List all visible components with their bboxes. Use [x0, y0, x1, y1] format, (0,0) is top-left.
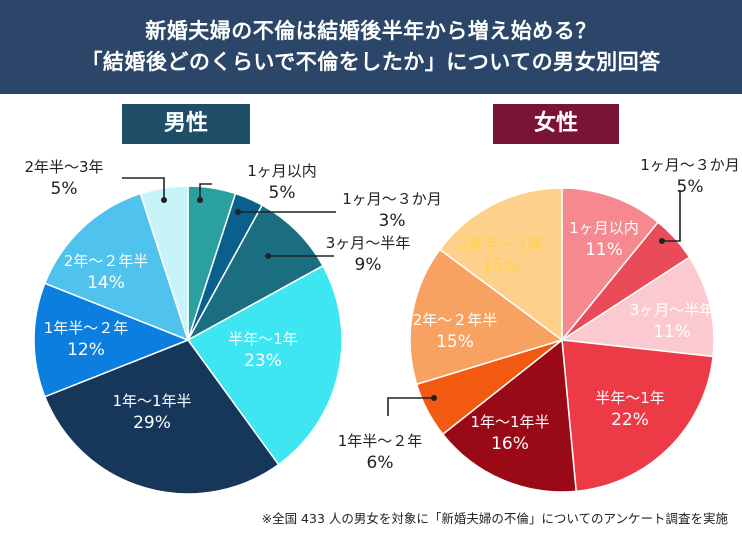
slice-value: 22% — [611, 410, 649, 430]
slice-label: 1年～1年半 — [112, 392, 191, 410]
pie-slice — [438, 187, 563, 342]
slice-label: 半年～1年 — [228, 330, 298, 348]
slice-value: 9% — [355, 255, 382, 275]
male-pie: 1ヶ月以内 5% 1ヶ月～３か月 3% 3ヶ月～半年 9% 半年～1年 23% 1年～1年半 29… — [24, 158, 442, 495]
leader-dot — [265, 253, 271, 259]
slice-value: 11% — [585, 240, 623, 260]
footnote: ※全国 433 人の男女を対象に「新婚夫婦の不倫」についてのアンケート調査を実施 — [261, 511, 728, 526]
slice-value: 23% — [244, 351, 282, 371]
slice-label: 2年～２年半 — [64, 252, 149, 270]
pie-slice — [186, 264, 343, 466]
slice-label: 2年半～３年 — [459, 235, 544, 253]
slice-label: 3ヶ月～半年 — [630, 301, 715, 319]
leader-line — [199, 183, 212, 200]
slice-label: 2年半～3年 — [24, 158, 103, 176]
slice-value: 5% — [269, 183, 296, 203]
slice-label: 1ヶ月以内 — [247, 162, 317, 180]
male-chart-title: 男性 — [122, 104, 250, 144]
slice-value: 16% — [491, 434, 529, 454]
leader-dot — [659, 238, 665, 244]
leader-dot — [161, 197, 167, 203]
pie-slice — [561, 339, 714, 493]
slice-value: 15% — [482, 256, 520, 276]
leader-line — [662, 190, 681, 242]
slice-value: 6% — [367, 453, 394, 473]
slice-value: 5% — [677, 177, 704, 197]
pie-slice — [186, 204, 324, 342]
slice-label: 半年～1年 — [595, 389, 665, 407]
title-line-1: 新婚夫婦の不倫は結婚後半年から増え始める？ — [145, 19, 597, 43]
slice-value: 15% — [436, 332, 474, 352]
slice-label: 2年～２年半 — [413, 311, 498, 329]
leader-line — [122, 177, 165, 200]
pie-slice — [409, 248, 564, 386]
slice-label: 1ヶ月～３か月 — [342, 190, 442, 208]
female-pie: 1ヶ月以内 11% 1ヶ月～３か月 5% 3ヶ月～半年 11% 半年～1年 22% 1年～1年半… — [338, 156, 740, 493]
slice-value: 5% — [51, 179, 78, 199]
slice-value: 14% — [87, 273, 125, 293]
slice-label: 1年半～２年 — [44, 319, 129, 337]
leader-line — [387, 397, 434, 416]
slice-label: 1年～1年半 — [470, 413, 549, 431]
slice-value: 29% — [133, 413, 171, 433]
pie-slice — [441, 338, 577, 493]
female-chart-title: 女性 — [493, 104, 619, 144]
chart-title: 新婚夫婦の不倫は結婚後半年から増え始める？ 「結婚後どのくらいで不倫をしたか」に… — [0, 0, 742, 94]
leader-dot — [235, 209, 241, 215]
leader-dot — [431, 395, 437, 401]
slice-label: 1年半～２年 — [338, 432, 423, 450]
slice-value: 11% — [653, 322, 691, 342]
slice-label: 1ヶ月以内 — [569, 219, 639, 237]
slice-label: 3ヶ月～半年 — [326, 234, 411, 252]
pie-slice — [559, 256, 715, 358]
title-line-2: 「結婚後どのくらいで不倫をしたか」についての男女別回答 — [81, 50, 661, 74]
slice-value: 3% — [379, 211, 406, 231]
leader-dot — [197, 197, 203, 203]
pie-slice — [43, 339, 280, 495]
pie-slice — [561, 187, 660, 343]
pie-slice — [33, 282, 191, 398]
slice-value: 12% — [67, 340, 105, 360]
slice-label: 1ヶ月～３か月 — [640, 156, 740, 174]
